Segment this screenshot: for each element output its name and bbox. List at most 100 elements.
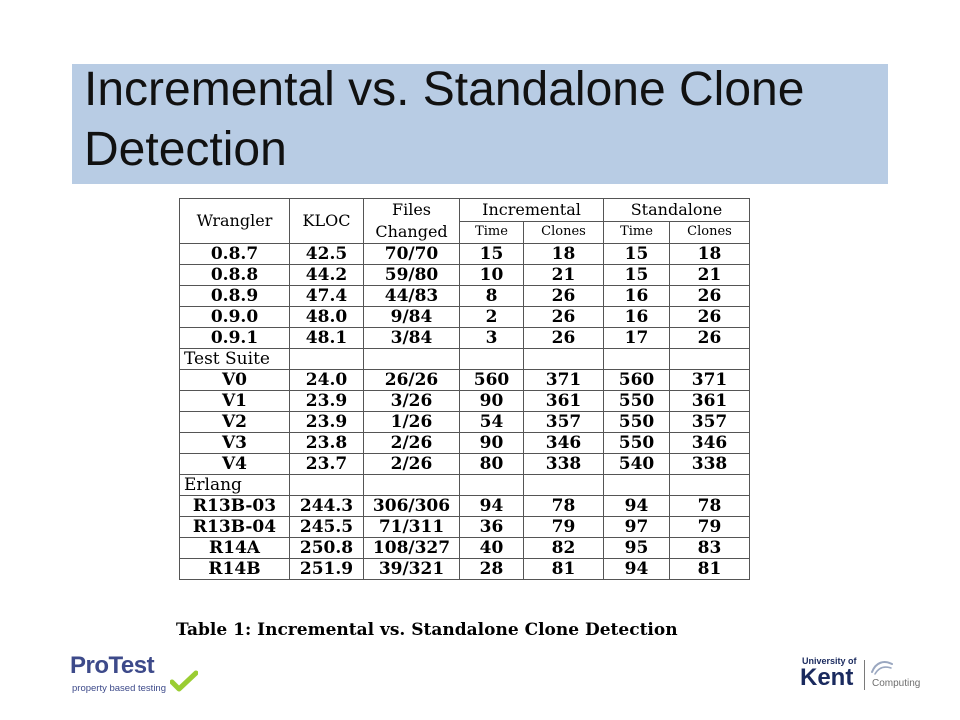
kloc-cell: 251.9 — [289, 558, 364, 580]
files-changed-cell: 306/306 — [363, 495, 460, 517]
standalone-time-cell: 94 — [603, 558, 670, 580]
standalone-time-cell: 95 — [603, 537, 670, 559]
incremental-time-cell: 36 — [459, 516, 524, 538]
col-header-incremental-time: Time — [459, 220, 524, 244]
incremental-time-cell: 8 — [459, 285, 524, 307]
empty-cell — [669, 474, 750, 496]
incremental-time-cell: 28 — [459, 558, 524, 580]
incremental-clones-cell: 26 — [523, 306, 604, 328]
kent-logo-department: Computing — [872, 678, 921, 689]
incremental-clones-cell: 26 — [523, 327, 604, 349]
kloc-cell: 23.9 — [289, 411, 364, 433]
files-changed-cell: 3/84 — [363, 327, 460, 349]
empty-cell — [603, 348, 670, 370]
standalone-clones-cell: 79 — [669, 516, 750, 538]
version-cell: 0.8.8 — [179, 264, 290, 286]
table-row: V1 23.9 3/26 90 361 550 361 — [179, 390, 750, 412]
standalone-clones-cell: 78 — [669, 495, 750, 517]
standalone-clones-cell: 26 — [669, 327, 750, 349]
table-row: 0.8.8 44.2 59/80 10 21 15 21 — [179, 264, 750, 286]
empty-cell — [459, 474, 524, 496]
version-cell: R13B-03 — [179, 495, 290, 517]
kloc-cell: 47.4 — [289, 285, 364, 307]
empty-cell — [289, 474, 364, 496]
version-cell: R14B — [179, 558, 290, 580]
standalone-time-cell: 550 — [603, 390, 670, 412]
kloc-cell: 44.2 — [289, 264, 364, 286]
slide-title: Incremental vs. Standalone Clone Detecti… — [84, 63, 805, 176]
standalone-clones-cell: 357 — [669, 411, 750, 433]
table-row: R14A 250.8 108/327 40 82 95 83 — [179, 537, 750, 559]
col-header-wrangler: Wrangler — [179, 198, 290, 244]
results-table-container: Wrangler KLOC Files Changed Incremental … — [179, 198, 750, 580]
kloc-cell: 250.8 — [289, 537, 364, 559]
table-row: V0 24.0 26/26 560 371 560 371 — [179, 369, 750, 391]
incremental-clones-cell: 78 — [523, 495, 604, 517]
kloc-cell: 245.5 — [289, 516, 364, 538]
incremental-time-cell: 2 — [459, 306, 524, 328]
university-of-kent-logo: University of Kent Computing — [800, 656, 930, 696]
col-header-standalone-clones: Clones — [669, 220, 750, 244]
version-cell: 0.8.9 — [179, 285, 290, 307]
standalone-clones-cell: 26 — [669, 285, 750, 307]
standalone-time-cell: 16 — [603, 306, 670, 328]
files-changed-cell: 71/311 — [363, 516, 460, 538]
files-changed-cell: 2/26 — [363, 432, 460, 454]
standalone-time-cell: 15 — [603, 243, 670, 265]
standalone-time-cell: 97 — [603, 516, 670, 538]
incremental-clones-cell: 81 — [523, 558, 604, 580]
checkmark-icon — [170, 670, 198, 692]
incremental-clones-cell: 21 — [523, 264, 604, 286]
empty-cell — [669, 348, 750, 370]
empty-cell — [523, 348, 604, 370]
empty-cell — [523, 474, 604, 496]
empty-cell — [363, 348, 460, 370]
incremental-time-cell: 10 — [459, 264, 524, 286]
version-cell: V4 — [179, 453, 290, 475]
table-row: V2 23.9 1/26 54 357 550 357 — [179, 411, 750, 433]
table-section-row: Erlang — [179, 474, 750, 496]
incremental-time-cell: 3 — [459, 327, 524, 349]
table-row: 0.8.7 42.5 70/70 15 18 15 18 — [179, 243, 750, 265]
standalone-clones-cell: 83 — [669, 537, 750, 559]
protest-logo: ProTest property based testing — [70, 652, 210, 702]
table-header-row: Wrangler KLOC Files Changed Incremental … — [179, 198, 750, 244]
kent-logo-divider — [864, 660, 865, 690]
col-header-standalone: Standalone — [603, 198, 750, 222]
empty-cell — [603, 474, 670, 496]
standalone-time-cell: 560 — [603, 369, 670, 391]
files-changed-cell: 39/321 — [363, 558, 460, 580]
version-cell: V0 — [179, 369, 290, 391]
version-cell: V2 — [179, 411, 290, 433]
table-row: V3 23.8 2/26 90 346 550 346 — [179, 432, 750, 454]
version-cell: V1 — [179, 390, 290, 412]
version-cell: R13B-04 — [179, 516, 290, 538]
kent-logo-university-label: University of — [802, 656, 857, 666]
files-changed-cell: 70/70 — [363, 243, 460, 265]
col-header-kloc: KLOC — [289, 198, 364, 244]
kloc-cell: 42.5 — [289, 243, 364, 265]
swoosh-icon — [871, 661, 893, 675]
version-cell: 0.9.1 — [179, 327, 290, 349]
kloc-cell: 23.9 — [289, 390, 364, 412]
table-row: R13B-03 244.3 306/306 94 78 94 78 — [179, 495, 750, 517]
incremental-time-cell: 560 — [459, 369, 524, 391]
empty-cell — [289, 348, 364, 370]
kloc-cell: 48.0 — [289, 306, 364, 328]
empty-cell — [363, 474, 460, 496]
incremental-time-cell: 54 — [459, 411, 524, 433]
incremental-clones-cell: 26 — [523, 285, 604, 307]
files-changed-cell: 1/26 — [363, 411, 460, 433]
section-label-cell: Erlang — [179, 474, 290, 496]
results-table: Wrangler KLOC Files Changed Incremental … — [179, 198, 750, 580]
incremental-time-cell: 94 — [459, 495, 524, 517]
files-changed-cell: 108/327 — [363, 537, 460, 559]
incremental-time-cell: 15 — [459, 243, 524, 265]
table-row: V4 23.7 2/26 80 338 540 338 — [179, 453, 750, 475]
files-changed-cell: 9/84 — [363, 306, 460, 328]
kloc-cell: 48.1 — [289, 327, 364, 349]
kent-logo-name: Kent — [800, 664, 854, 691]
table-row: R14B 251.9 39/321 28 81 94 81 — [179, 558, 750, 580]
table-row: R13B-04 245.5 71/311 36 79 97 79 — [179, 516, 750, 538]
table-body: 0.8.7 42.5 70/70 15 18 15 18 0.8.8 44.2 59/80 10 21… — [179, 243, 750, 580]
